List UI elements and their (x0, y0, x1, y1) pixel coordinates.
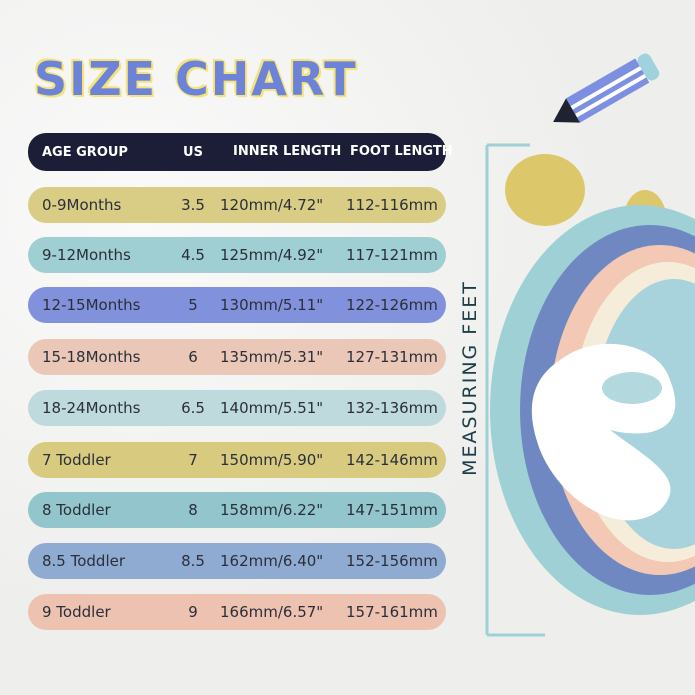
age-group-cell: 18-24Months (42, 399, 141, 417)
header-us: US (183, 144, 203, 160)
us-size-cell: 5 (188, 296, 198, 314)
inner-length-cell: 125mm/4.92" (220, 246, 324, 264)
measuring-feet-label: MEASURING FEET (459, 280, 481, 476)
inner-length-cell: 135mm/5.31" (220, 348, 324, 366)
table-row: 9-12Months 4.5 125mm/4.92" 117-121mm (28, 237, 446, 273)
table-row: 12-15Months 5 130mm/5.11" 122-126mm (28, 287, 446, 323)
table-row: 9 Toddler 9 166mm/6.57" 157-161mm (28, 594, 446, 630)
foot-length-cell: 112-116mm (346, 196, 438, 214)
inner-length-cell: 158mm/6.22" (220, 501, 324, 519)
us-size-cell: 8 (188, 501, 198, 519)
page-title: SIZE CHART (33, 51, 358, 107)
inner-length-cell: 140mm/5.51" (220, 399, 324, 417)
us-size-cell: 9 (188, 603, 198, 621)
foot-length-cell: 122-126mm (346, 296, 438, 314)
us-size-cell: 8.5 (181, 552, 205, 570)
age-group-cell: 12-15Months (42, 296, 141, 314)
measuring-bracket (485, 143, 545, 637)
age-group-cell: 9-12Months (42, 246, 131, 264)
header-age-group: AGE GROUP (42, 144, 128, 160)
table-row: 8.5 Toddler 8.5 162mm/6.40" 152-156mm (28, 543, 446, 579)
table-row: 8 Toddler 8 158mm/6.22" 147-151mm (28, 492, 446, 528)
inner-length-cell: 120mm/4.72" (220, 196, 324, 214)
table-row: 18-24Months 6.5 140mm/5.51" 132-136mm (28, 390, 446, 426)
age-group-cell: 8 Toddler (42, 501, 111, 519)
us-size-cell: 6.5 (181, 399, 205, 417)
age-group-cell: 0-9Months (42, 196, 122, 214)
foot-length-cell: 142-146mm (346, 451, 438, 469)
header-inner-length: INNER LENGTH (233, 144, 342, 159)
table-row: 0-9Months 3.5 120mm/4.72" 112-116mm (28, 187, 446, 223)
inner-length-cell: 166mm/6.57" (220, 603, 324, 621)
inner-length-cell: 150mm/5.90" (220, 451, 324, 469)
table-header: AGE GROUP US INNER LENGTH FOOT LENGTH (28, 133, 453, 171)
header-foot-length: FOOT LENGTH (350, 144, 453, 159)
age-group-cell: 15-18Months (42, 348, 141, 366)
foot-length-cell: 127-131mm (346, 348, 438, 366)
age-group-cell: 9 Toddler (42, 603, 111, 621)
foot-length-cell: 152-156mm (346, 552, 438, 570)
foot-length-cell: 147-151mm (346, 501, 438, 519)
foot-rainbow-shape (490, 205, 695, 615)
inner-length-cell: 130mm/5.11" (220, 296, 324, 314)
age-group-cell: 7 Toddler (42, 451, 111, 469)
us-size-cell: 7 (188, 451, 198, 469)
us-size-cell: 6 (188, 348, 198, 366)
age-group-cell: 8.5 Toddler (42, 552, 126, 570)
table-row: 7 Toddler 7 150mm/5.90" 142-146mm (28, 442, 446, 478)
us-size-cell: 4.5 (181, 246, 205, 264)
foot-length-cell: 117-121mm (346, 246, 438, 264)
foot-length-cell: 157-161mm (346, 603, 438, 621)
table-row: 15-18Months 6 135mm/5.31" 127-131mm (28, 339, 446, 375)
us-size-cell: 3.5 (181, 196, 205, 214)
inner-length-cell: 162mm/6.40" (220, 552, 324, 570)
foot-length-cell: 132-136mm (346, 399, 438, 417)
pencil-icon (553, 53, 660, 123)
